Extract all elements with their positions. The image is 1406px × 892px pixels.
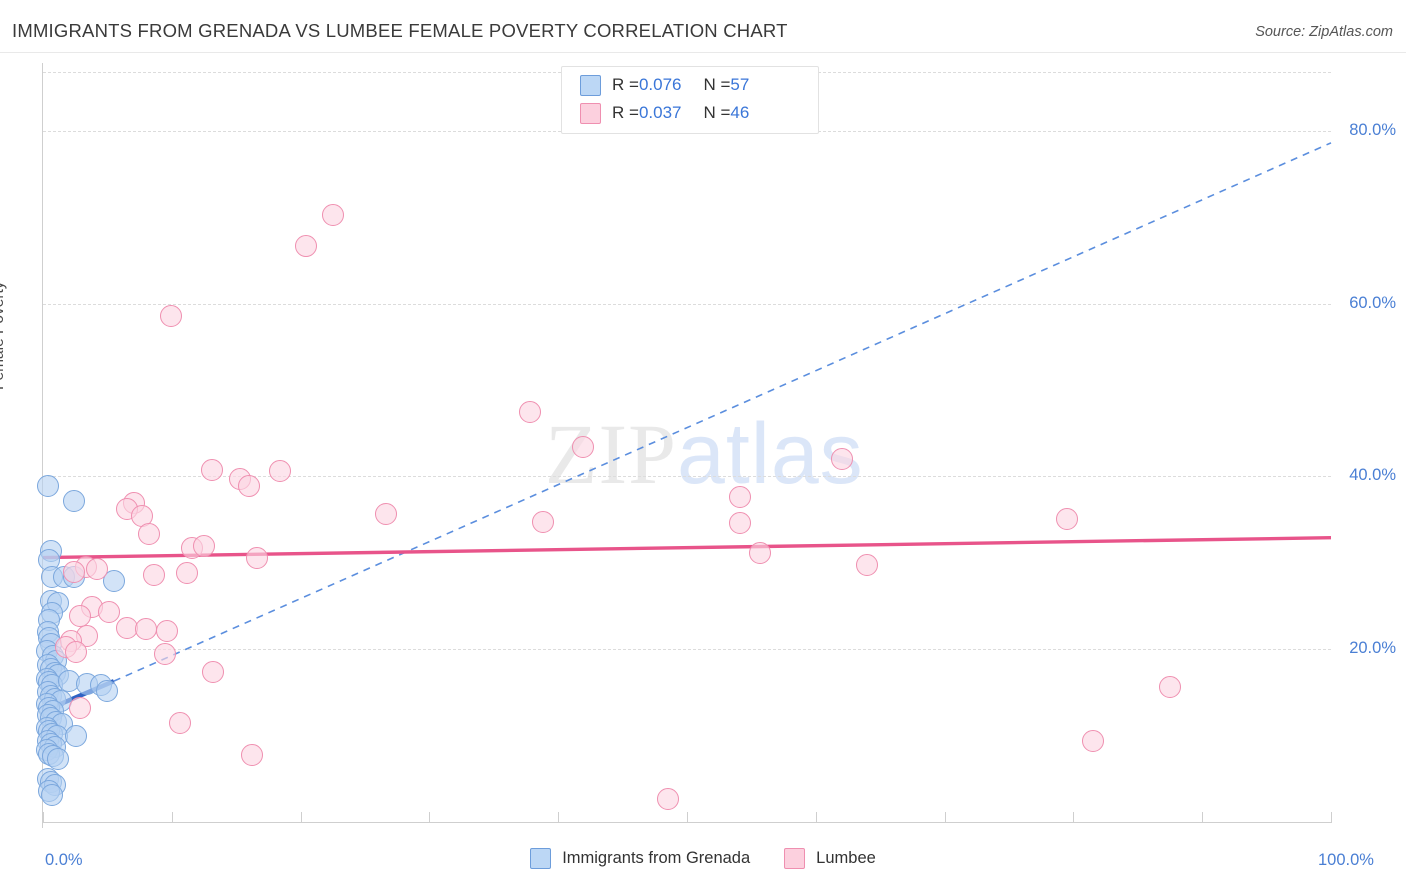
point-lumbee[interactable] [571,436,594,458]
x-tick-60 [815,812,817,823]
x-tick-0 [43,812,44,823]
point-lumbee[interactable] [154,642,177,665]
y-tick-label-20: 20.0% [1349,639,1396,658]
y-tick-label-80: 80.0% [1349,120,1396,139]
point-lumbee[interactable] [62,561,85,584]
series-legend: Immigrants from Grenada Lumbee [0,848,1406,869]
y-tick-label-40: 40.0% [1349,466,1396,485]
page-title: IMMIGRANTS FROM GRENADA VS LUMBEE FEMALE… [12,20,788,41]
point-grenada[interactable] [37,474,60,497]
x-axis-min-label: 0.0% [45,851,83,869]
point-lumbee[interactable] [65,640,88,663]
x-axis-max-label: 100.0% [1318,851,1374,869]
point-lumbee[interactable] [518,400,541,423]
x-tick-70 [944,812,946,823]
stats-legend: R = 0.076 N = 57 R = 0.037 N = 46 [561,66,819,134]
trend-line-grenada-extrapolated [113,142,1332,682]
point-lumbee[interactable] [202,660,225,683]
point-lumbee[interactable] [97,601,120,624]
x-tick-50 [687,812,688,823]
series-label-grenada: Immigrants from Grenada [562,849,751,867]
legend-swatch-grenada [580,74,601,96]
point-lumbee[interactable] [200,459,223,482]
point-lumbee[interactable] [728,512,751,535]
point-lumbee[interactable] [856,554,879,577]
point-lumbee[interactable] [193,535,215,558]
legend-n-label-grenada: N = [703,75,731,94]
legend-r-value-lumbee: 0.037 [638,103,682,122]
legend-n-value-grenada: 57 [730,75,750,94]
point-lumbee[interactable] [268,460,291,483]
legend-r-label-lumbee: R = [612,103,639,122]
x-tick-90 [1202,812,1204,823]
x-tick-20 [300,812,302,823]
point-lumbee[interactable] [321,204,344,227]
point-lumbee[interactable] [1081,729,1104,752]
gridline-60 [43,303,1331,305]
point-lumbee[interactable] [374,503,397,526]
point-lumbee[interactable] [155,620,178,643]
point-lumbee[interactable] [168,712,191,735]
legend-n-value-lumbee: 46 [730,103,750,122]
gridline-40 [43,476,1331,478]
y-tick-label-60: 60.0% [1349,293,1396,312]
point-lumbee[interactable] [159,304,182,327]
point-grenada[interactable] [96,679,119,702]
point-grenada[interactable] [62,490,85,513]
legend-r-label-grenada: R = [612,75,639,94]
y-axis-line [42,63,43,828]
x-tick-100 [1331,812,1332,823]
x-tick-40 [558,812,560,823]
point-grenada[interactable] [65,724,88,747]
gridline-20 [43,649,1331,651]
series-swatch-grenada [530,848,552,869]
series-swatch-lumbee [784,848,806,869]
point-lumbee[interactable] [240,744,263,767]
point-lumbee[interactable] [656,787,679,810]
point-lumbee[interactable] [728,486,751,509]
stats-legend-row-grenada: R = 0.076 N = 57 [580,71,749,99]
x-tick-80 [1073,812,1075,823]
point-lumbee[interactable] [176,562,199,585]
point-lumbee[interactable] [749,542,772,565]
series-label-lumbee: Lumbee [816,849,876,867]
point-lumbee[interactable] [245,546,268,569]
point-lumbee[interactable] [294,234,317,257]
x-tick-30 [429,812,431,823]
point-grenada[interactable] [41,784,64,807]
point-lumbee[interactable] [1159,676,1181,699]
point-lumbee[interactable] [1055,507,1078,530]
point-lumbee[interactable] [86,557,109,580]
legend-swatch-lumbee [580,102,601,124]
x-tick-10 [171,812,173,823]
stats-legend-row-lumbee: R = 0.037 N = 46 [580,99,749,127]
plot-area: ZIPatlas [35,72,1332,822]
legend-r-value-grenada: 0.076 [638,75,682,94]
trend-lines [42,142,1332,714]
trend-line-lumbee [42,536,1332,560]
point-lumbee[interactable] [137,523,160,546]
point-grenada[interactable] [102,569,125,592]
series-legend-item-grenada[interactable]: Immigrants from Grenada [530,848,750,869]
header-divider [0,52,1406,53]
point-lumbee[interactable] [238,474,261,497]
point-lumbee[interactable] [142,563,165,586]
y-axis-label: Female Poverty [0,281,7,390]
point-lumbee[interactable] [69,696,92,719]
series-legend-item-lumbee[interactable]: Lumbee [784,848,876,869]
point-grenada[interactable] [47,747,70,770]
source-attribution: Source: ZipAtlas.com [1255,24,1393,40]
point-lumbee[interactable] [830,448,853,471]
point-lumbee[interactable] [531,511,554,534]
legend-n-label-lumbee: N = [703,103,731,122]
